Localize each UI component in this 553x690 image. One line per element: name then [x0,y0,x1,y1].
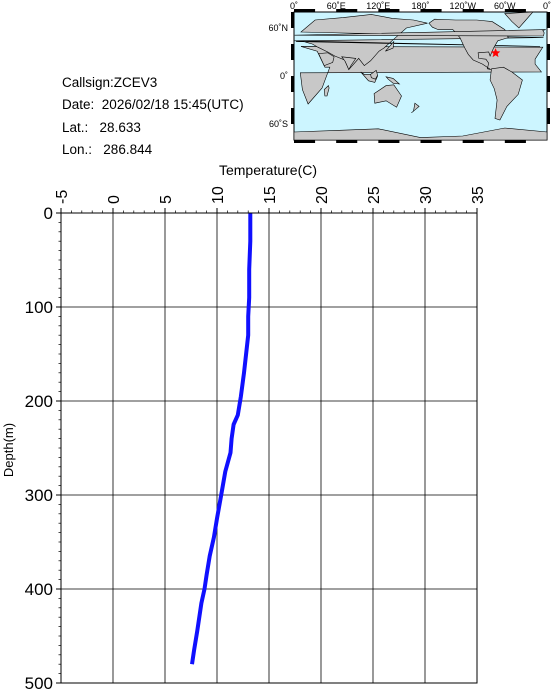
landmass-south-america [489,66,523,121]
landmass-new-zealand [411,102,420,114]
temperature-profile-line [190,213,253,665]
profile-line-group [190,213,253,665]
landmass-indonesia [360,71,379,83]
map-lon-label: 60˚E [327,1,346,11]
x-tick-label: 10 [210,186,227,204]
map-frame-tick [336,9,358,12]
y-tick-label: 300 [25,486,53,505]
map-lon-label: 180˚ [411,1,429,11]
map-marker [490,48,501,58]
map-lat-label: 60˚N [268,23,288,33]
station-marker-star [490,48,501,58]
x-tick-label: 35 [470,186,487,204]
landmass-new-guinea [385,76,401,85]
map-lat-label: 60˚S [269,119,288,129]
lat-row: Lat.: 28.633 [62,117,244,139]
callsign-text: Callsign:ZCEV3 [62,75,158,90]
map-frame-tick [547,12,550,28]
map-frame-tick [420,140,442,143]
x-tick-label: -5 [54,190,71,204]
lon-row: Lon.: 286.844 [62,139,244,161]
map-lon-label: 60˚W [494,1,516,11]
map-frame-tick [336,140,358,143]
x-tick-labels: -5 0 5 10 15 20 25 30 35 [54,186,487,204]
station-info: Callsign:ZCEV3 Date: 2026/02/18 15:45(UT… [62,72,244,162]
x-tick-label: 0 [106,195,123,204]
landmass-greenland [504,11,534,29]
y-tick-label: 100 [25,298,53,317]
x-tick-label: 5 [158,195,175,204]
x-tick-label: 20 [314,186,331,204]
date-row: Date: 2026/02/18 15:45(UTC) [62,94,244,116]
x-tick-label: 30 [418,186,435,204]
map-frame-tick [462,9,484,12]
y-tick-label: 200 [25,392,53,411]
map-frame-tick [294,140,316,143]
landmass-borneo [370,69,378,80]
grid-lines [60,212,478,684]
map-land [293,11,548,141]
y-tick-labels: 0 100 200 300 400 500 [25,204,53,690]
landmass-japan [385,40,395,52]
map-lat-labels: 60˚N 0˚ 60˚S [268,23,288,129]
y-tick-label: 0 [44,204,53,223]
x-tick-label: 15 [262,186,279,204]
map-frame-tick [547,108,550,124]
landmass-madagascar [323,85,330,97]
lat-value: 28.633 [99,119,141,135]
map-frame-tick [504,9,526,12]
map-frame-tick [504,140,526,143]
y-axis-title: Depth(m) [1,423,16,477]
map-lat-label: 0˚ [280,71,288,81]
landmass-india [341,56,357,71]
y-tick-label: 500 [25,674,53,690]
location-map: 0˚ 60˚E 120˚E 180˚ 120˚W 60˚W 0˚ 60˚N 0˚ 60˚S [268,1,551,143]
date-value: 2026/02/18 15:45(UTC) [101,97,244,113]
map-frame-tick [291,76,294,92]
map-frame-tick [378,140,400,143]
lon-value: 286.844 [103,142,153,158]
landmass-europe-asia [293,14,544,71]
y-tick-label: 400 [25,580,53,599]
map-frame-tick [378,9,400,12]
map-frame-tick [291,12,294,28]
map-frame-tick [547,44,550,60]
map-lon-label: 0˚ [543,1,551,11]
landmass-arabia [318,52,335,66]
date-label: Date: [62,97,95,113]
map-frame-tick [420,9,442,12]
map-frame [291,9,550,143]
map-lon-labels: 0˚ 60˚E 120˚E 180˚ 120˚W 60˚W 0˚ [290,1,551,11]
map-frame-tick [547,76,550,92]
map-lon-label: 0˚ [290,1,298,11]
plot-frame [60,212,478,684]
minor-ticks [56,208,478,684]
map-frame-tick [462,140,484,143]
x-axis-title: Temperature(C) [219,162,317,178]
map-frame-tick [291,108,294,124]
map-lon-label: 120˚E [366,1,390,11]
landmass-uk [294,29,546,37]
lat-label: Lat.: [62,119,89,135]
landmass-australia [373,84,402,108]
map-lon-label: 120˚W [449,1,476,11]
lon-label: Lon.: [62,142,93,158]
map-frame-tick [291,44,294,60]
x-tick-label: 25 [366,186,383,204]
map-frame-tick [294,9,316,12]
